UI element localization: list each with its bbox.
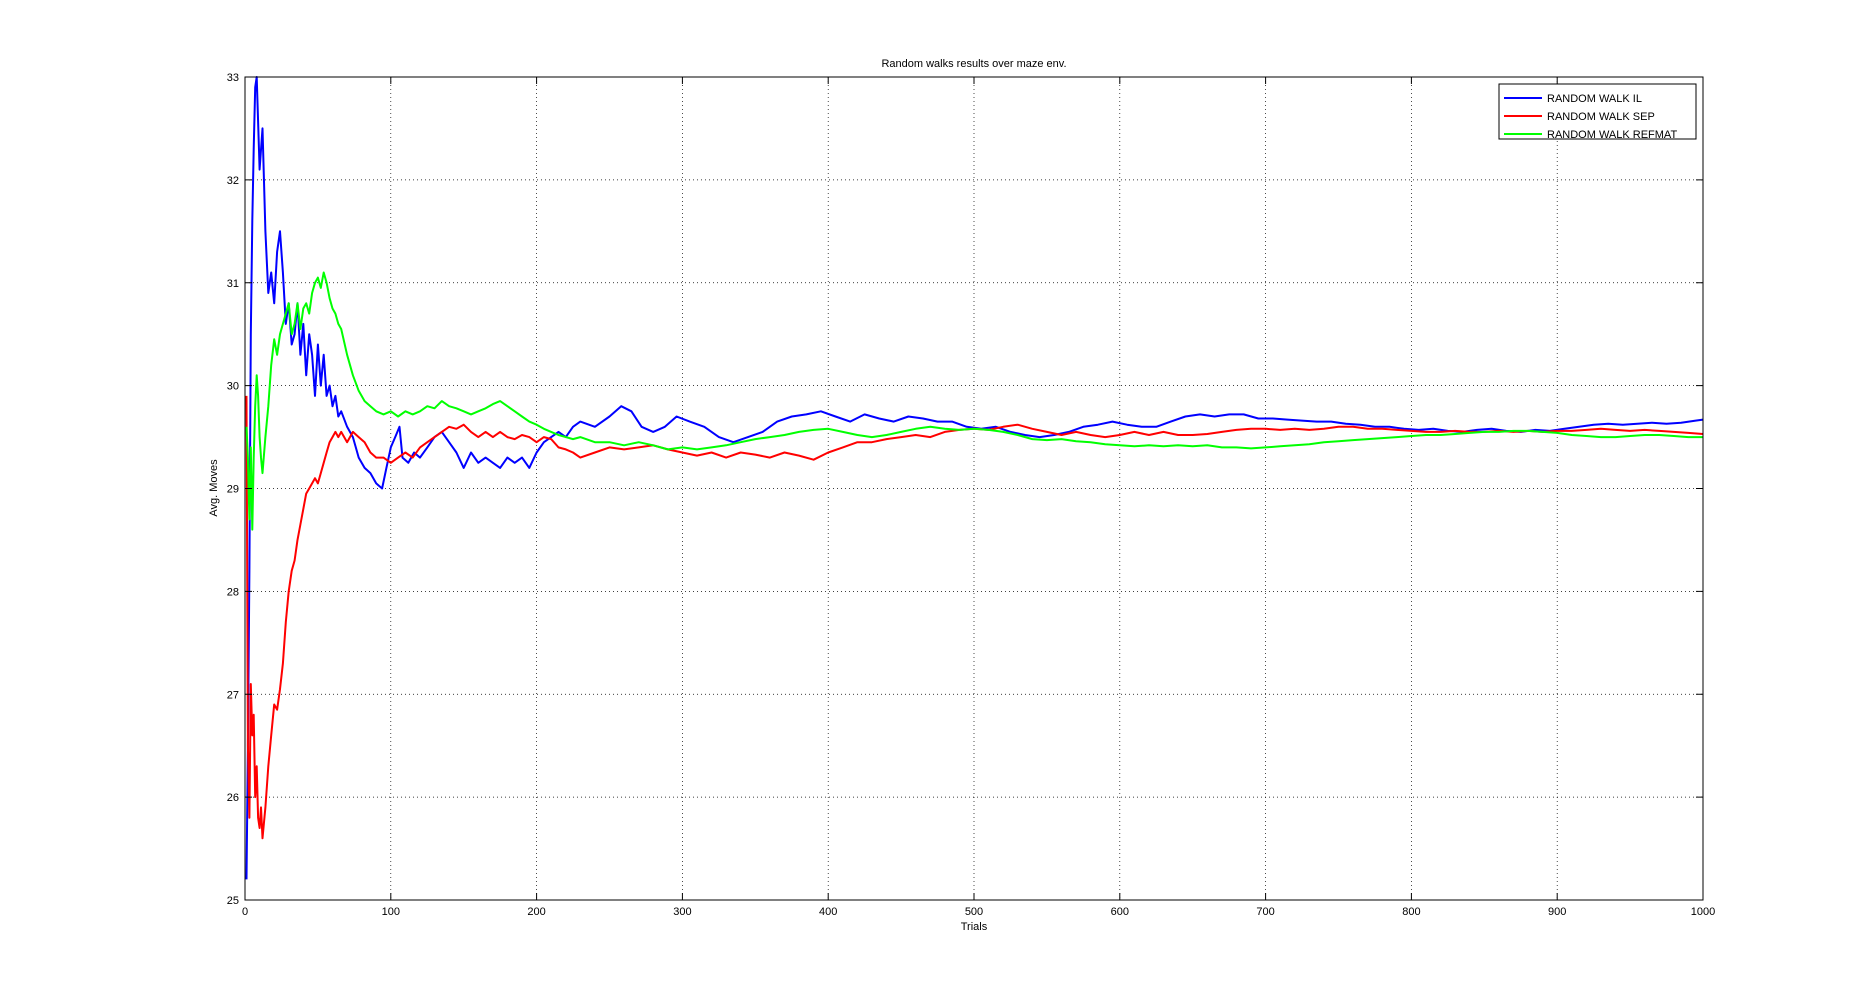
ticks [244, 76, 1704, 901]
x-tick-label: 300 [673, 906, 691, 918]
x-tick-label: 100 [382, 906, 400, 918]
x-tick-label: 400 [819, 906, 837, 918]
x-tick-labels: 0 100 200 300 400 500 600 700 800 900 1000 [242, 906, 1715, 918]
y-tick-label: 30 [227, 381, 239, 393]
x-tick-label: 900 [1548, 906, 1566, 918]
y-tick-label: 33 [227, 72, 239, 84]
legend-box [1498, 83, 1697, 140]
x-tick-label: 600 [1111, 906, 1129, 918]
legend-label-random-walk-il: RANDOM WALK IL [1547, 93, 1642, 105]
y-tick-label: 32 [227, 175, 239, 187]
series-line-random-walk-il [245, 76, 1704, 880]
x-axis-label: Trials [961, 921, 988, 933]
legend: RANDOM WALK IL RANDOM WALK SEP RANDOM WALK… [1498, 83, 1697, 141]
y-tick-label: 27 [227, 689, 239, 701]
legend-label-random-walk-refmat: RANDOM WALK REFMAT [1547, 129, 1677, 141]
x-tick-label: 1000 [1691, 906, 1715, 918]
chart-title: Random walks results over maze env. [881, 58, 1066, 70]
series-line-random-walk-refmat [245, 271, 1703, 531]
x-tick-label: 500 [965, 906, 983, 918]
y-tick-label: 29 [227, 484, 239, 496]
series-line-random-walk-sep [245, 395, 1704, 840]
x-tick-label: 700 [1256, 906, 1274, 918]
series-layer [245, 76, 1704, 880]
y-tick-label: 31 [227, 278, 239, 290]
legend-label-random-walk-sep: RANDOM WALK SEP [1547, 111, 1655, 123]
grid [245, 77, 1703, 900]
x-tick-label: 800 [1402, 906, 1420, 918]
x-tick-label: 0 [242, 906, 248, 918]
y-axis-label: Avg. Moves [208, 459, 220, 517]
x-tick-label: 200 [527, 906, 545, 918]
y-tick-label: 25 [227, 895, 239, 907]
y-tick-label: 26 [227, 792, 239, 804]
y-tick-label: 28 [227, 586, 239, 598]
y-tick-labels: 25 26 27 28 29 30 31 32 33 [227, 72, 239, 907]
